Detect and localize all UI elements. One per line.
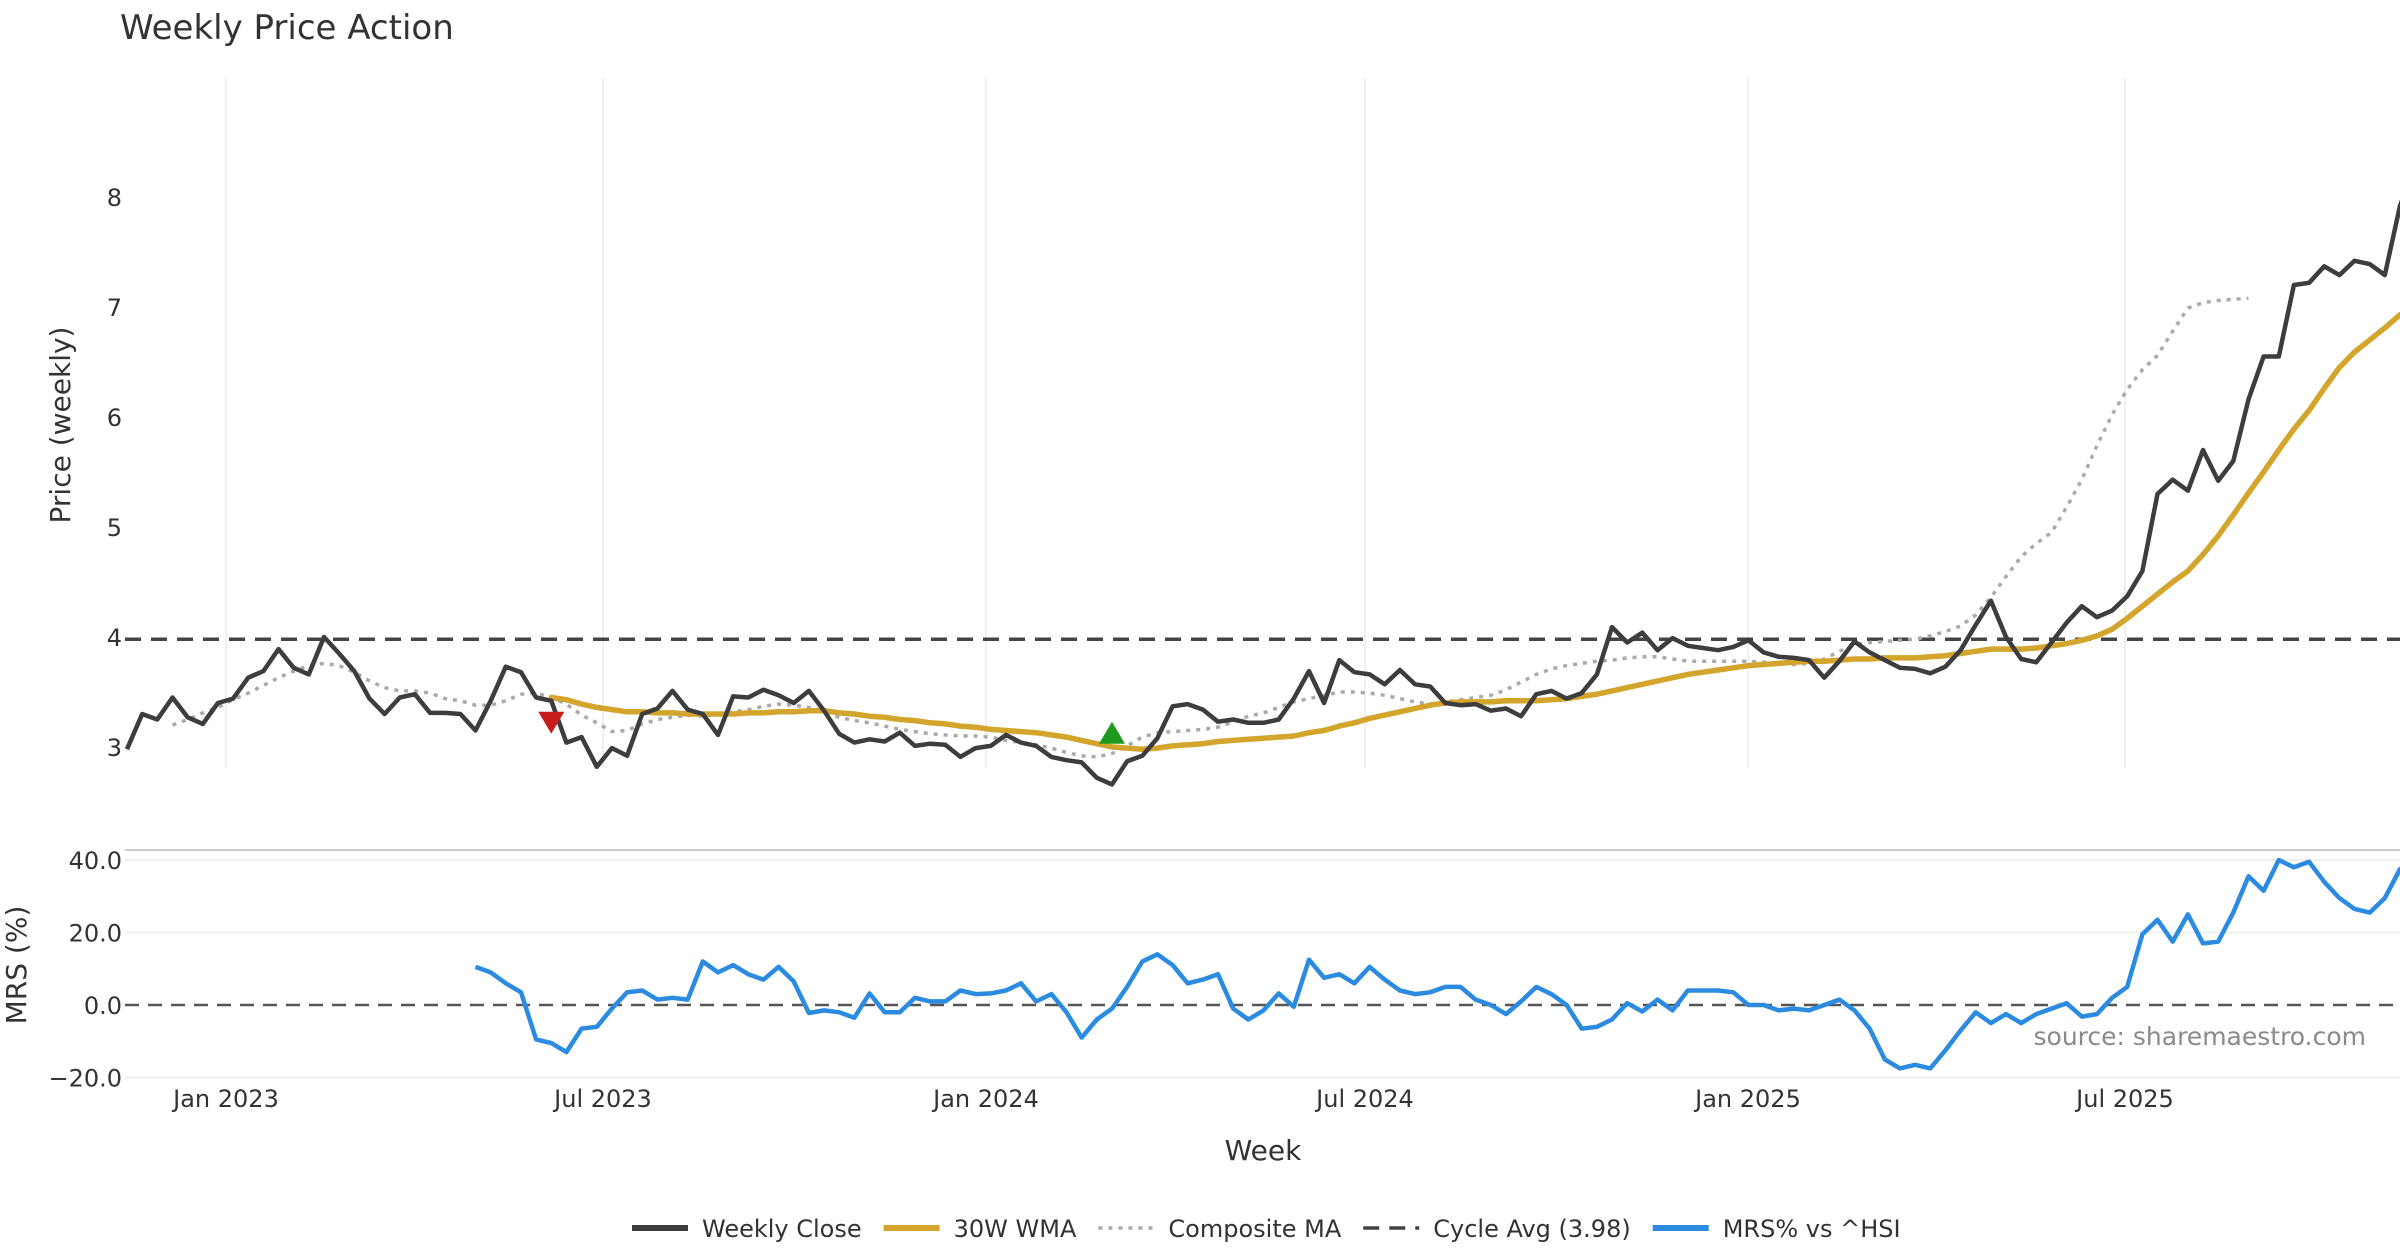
x-axis-ticks: Jan 2023 Jul 2023 Jan 2024 Jul 2024 Jan 2025… — [171, 1085, 2174, 1113]
mrs-y-tick-label: −20.0 — [48, 1065, 122, 1093]
legend: Weekly Close 30W WMA Composite MA Cycle Avg… — [632, 1215, 1901, 1243]
x-tick-label: Jul 2023 — [552, 1085, 652, 1113]
chart-title: Weekly Price Action — [120, 8, 454, 48]
source-credit: source: sharemaestro.com — [2034, 1022, 2367, 1051]
legend-label: 30W WMA — [954, 1215, 1077, 1243]
x-tick-label: Jan 2023 — [171, 1085, 279, 1113]
x-tick-label: Jan 2024 — [931, 1085, 1039, 1113]
price-y-tick-label: 8 — [107, 184, 122, 212]
price-y-tick-label: 3 — [107, 734, 122, 762]
price-y-tick-label: 5 — [107, 514, 122, 542]
legend-item: Weekly Close — [632, 1215, 862, 1243]
price-y-axis-label: Price (weekly) — [44, 327, 77, 524]
legend-label: Composite MA — [1168, 1215, 1341, 1243]
mrs-y-tick-label: 40.0 — [69, 847, 122, 875]
mrs-y-tick-label: 20.0 — [69, 920, 122, 948]
x-tick-label: Jul 2024 — [1314, 1085, 1414, 1113]
mrs-y-tick-label: 0.0 — [84, 992, 122, 1020]
x-tick-label: Jan 2025 — [1693, 1085, 1801, 1113]
composite-ma-line — [171, 296, 2249, 759]
legend-label: Weekly Close — [702, 1215, 862, 1243]
legend-label: Cycle Avg (3.98) — [1433, 1215, 1630, 1243]
legend-item: MRS% vs ^HSI — [1652, 1215, 1901, 1243]
price-y-tick-label: 7 — [107, 294, 122, 322]
price-y-tick-label: 4 — [107, 624, 122, 652]
x-axis-label: Week — [1225, 1134, 1302, 1167]
legend-item: Cycle Avg (3.98) — [1363, 1215, 1631, 1243]
price-panel: 3 4 5 6 7 8 — [107, 78, 2400, 787]
mrs-y-axis-label: MRS (%) — [0, 906, 33, 1025]
legend-item: 30W WMA — [883, 1215, 1077, 1243]
mrs-panel: 40.0 20.0 0.0 −20.0 — [48, 847, 2400, 1093]
legend-label: MRS% vs ^HSI — [1723, 1215, 1901, 1243]
wma-30w-line — [548, 311, 2400, 752]
legend-item: Composite MA — [1098, 1215, 1342, 1243]
weekly-close-line — [124, 199, 2400, 787]
sell-signal-marker — [538, 711, 565, 734]
buy-signal-marker — [1098, 721, 1125, 744]
price-y-tick-label: 6 — [107, 404, 122, 432]
x-tick-label: Jul 2025 — [2074, 1085, 2174, 1113]
mrs-line — [474, 857, 2400, 1071]
